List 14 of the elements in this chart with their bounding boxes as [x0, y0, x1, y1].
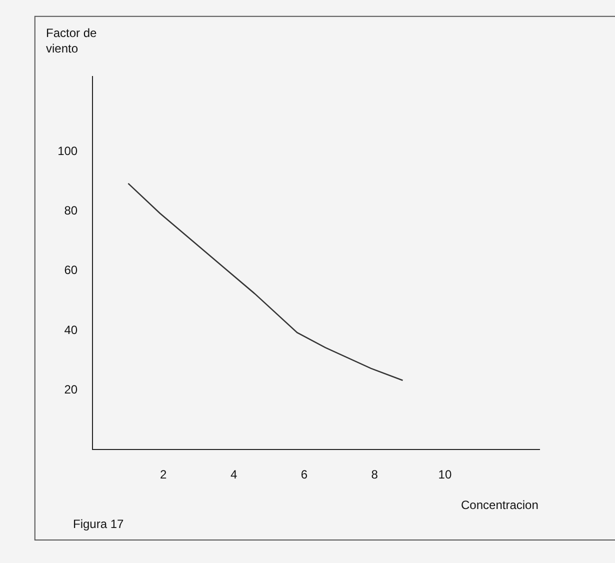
y-axis-title: Factor de viento [46, 26, 98, 56]
x-tick-label: 2 [160, 467, 168, 482]
text: Figura 17 [73, 517, 124, 531]
y-tick-label: 40 [64, 322, 78, 337]
y-tick-label: 20 [64, 382, 78, 397]
x-axis-title: Concentracion [461, 498, 538, 512]
x-tick-label: 10 [438, 467, 452, 482]
x-tick-label: 4 [230, 467, 238, 482]
y-tick-label: 100 [58, 144, 78, 158]
line-series [128, 182, 404, 382]
y-tick-label: 60 [64, 263, 78, 278]
x-tick-label: 8 [371, 467, 378, 482]
y-tick-label: 80 [64, 203, 78, 218]
x-tick-label: 6 [300, 467, 308, 482]
